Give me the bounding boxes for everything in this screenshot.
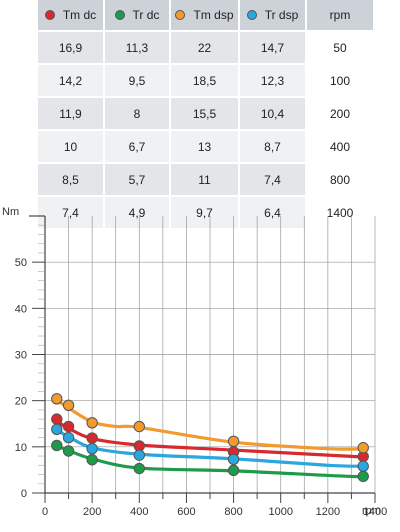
x-tick-label: 1000	[268, 506, 292, 518]
data-point-tm-dsp	[227, 435, 240, 447]
series	[51, 393, 369, 483]
data-point-tm-dc	[62, 420, 75, 433]
tm-dsp-legend-dot	[175, 9, 186, 20]
x-tick-label: 1200	[316, 506, 340, 518]
table-cell: 8,7	[239, 130, 307, 163]
data-point-tm-dsp	[133, 420, 145, 433]
header-label: Tm dc	[62, 7, 97, 22]
y-tick-label: 40	[15, 303, 27, 315]
x-tick-label: 800	[224, 506, 242, 518]
x-tick-label: 1400	[363, 506, 387, 518]
data-point-tr-dsp	[62, 431, 75, 444]
tm-dc-legend-dot	[44, 9, 55, 20]
data-point-tr-dc	[133, 462, 145, 475]
tr-dc-legend-dot	[114, 9, 125, 20]
data-point-tm-dc	[86, 432, 98, 444]
x-tick-label: 600	[177, 506, 195, 518]
data-point-tr-dc	[62, 445, 75, 457]
data-point-tr-dsp	[357, 460, 369, 472]
table-cell: 9,5	[104, 64, 171, 97]
table-cell: 4,9	[104, 196, 171, 229]
x-axis-label: rpm	[362, 505, 381, 517]
table-cell: 10	[38, 130, 105, 163]
values-table: Tm dc Tr dc Tm dsp Tr dsp rpm 16,9 11,3 …	[38, 0, 373, 229]
header-tm-dsp: Tm dsp	[170, 0, 240, 31]
table-cell: 11,9	[38, 97, 105, 130]
header-label: Tm dsp	[193, 7, 234, 22]
header-tr-dsp: Tr dsp	[239, 0, 307, 31]
table-cell: 6,4	[239, 196, 307, 229]
table-cell: 100	[306, 64, 373, 97]
data-point-tr-dsp	[51, 423, 63, 435]
table-cell: 1400	[306, 196, 373, 229]
table-cell: 6,7	[104, 130, 171, 163]
x-tick-label: 200	[83, 506, 101, 518]
header-label: rpm	[329, 8, 351, 22]
table-cell: 22	[170, 31, 240, 64]
data-point-tm-dsp	[51, 393, 63, 405]
data-point-tr-dsp	[227, 453, 240, 465]
data-point-tr-dc	[357, 470, 369, 483]
table-cell: 400	[306, 130, 373, 163]
data-point-tm-dsp	[86, 417, 98, 429]
table-cell: 11	[170, 163, 240, 196]
table-cell: 14,7	[239, 31, 307, 64]
table-cell: 16,9	[38, 31, 105, 64]
table-cell: 13	[170, 130, 240, 163]
y-axis-label: Nm	[2, 206, 19, 218]
x-tick-label: 0	[42, 506, 48, 518]
data-point-tr-dc	[227, 464, 240, 477]
table-cell: 7,4	[38, 196, 105, 229]
header-tr-dc: Tr dc	[104, 0, 171, 31]
table-cell: 18,5	[170, 64, 240, 97]
table-cell: 8	[104, 97, 171, 130]
data-point-tr-dc	[86, 454, 98, 466]
table-cell: 50	[306, 31, 373, 64]
data-point-tm-dsp	[357, 442, 369, 454]
y-tick-label: 10	[15, 442, 27, 454]
table-cell: 11,3	[104, 31, 171, 64]
y-tick-label: 20	[15, 396, 27, 408]
series-line-tm-dsp	[55, 398, 365, 451]
y-tick-label: 0	[21, 488, 27, 500]
data-point-tr-dc	[51, 439, 63, 452]
x-tick-label: 400	[130, 506, 148, 518]
table-row: 16,9 11,3 22 14,7 50	[38, 31, 373, 64]
data-point-tr-dsp	[133, 449, 145, 461]
header-rpm: rpm	[306, 0, 373, 31]
table-cell: 5,7	[104, 163, 171, 196]
y-tick-label: 30	[15, 350, 27, 362]
table-cell: 14,2	[38, 64, 105, 97]
data-point-tm-dc	[51, 413, 63, 425]
table-cell: 15,5	[170, 97, 240, 130]
table-row: 7,4 4,9 9,7 6,4 1400	[38, 196, 373, 229]
table-cell: 800	[306, 163, 373, 196]
table-header-row: Tm dc Tr dc Tm dsp Tr dsp rpm	[38, 0, 373, 31]
y-tick-label: 50	[15, 257, 27, 269]
table-cell: 200	[306, 97, 373, 130]
table-row: 11,9 8 15,5 10,4 200	[38, 97, 373, 130]
table-row: 10 6,7 13 8,7 400	[38, 130, 373, 163]
data-point-tm-dsp	[62, 399, 75, 411]
table-row: 8,5 5,7 11 7,4 800	[38, 163, 373, 196]
header-label: Tr dsp	[264, 7, 299, 22]
table-cell: 9,7	[170, 196, 240, 229]
header-label: Tr dc	[132, 7, 160, 22]
table-cell: 8,5	[38, 163, 105, 196]
axes: 0 10 20 30 40 50 0 200 400 600 800 1000 1200 1400	[15, 215, 387, 518]
table-row: 14,2 9,5 18,5 12,3 100	[38, 64, 373, 97]
table-cell: 10,4	[239, 97, 307, 130]
data-point-tr-dsp	[86, 442, 98, 455]
tr-dsp-legend-dot	[246, 9, 257, 20]
torque-table: Tm dc Tr dc Tm dsp Tr dsp rpm 16,9 11,3 …	[38, 0, 373, 230]
table-cell: 12,3	[239, 64, 307, 97]
table-cell: 7,4	[239, 163, 307, 196]
header-tm-dc: Tm dc	[38, 0, 105, 31]
